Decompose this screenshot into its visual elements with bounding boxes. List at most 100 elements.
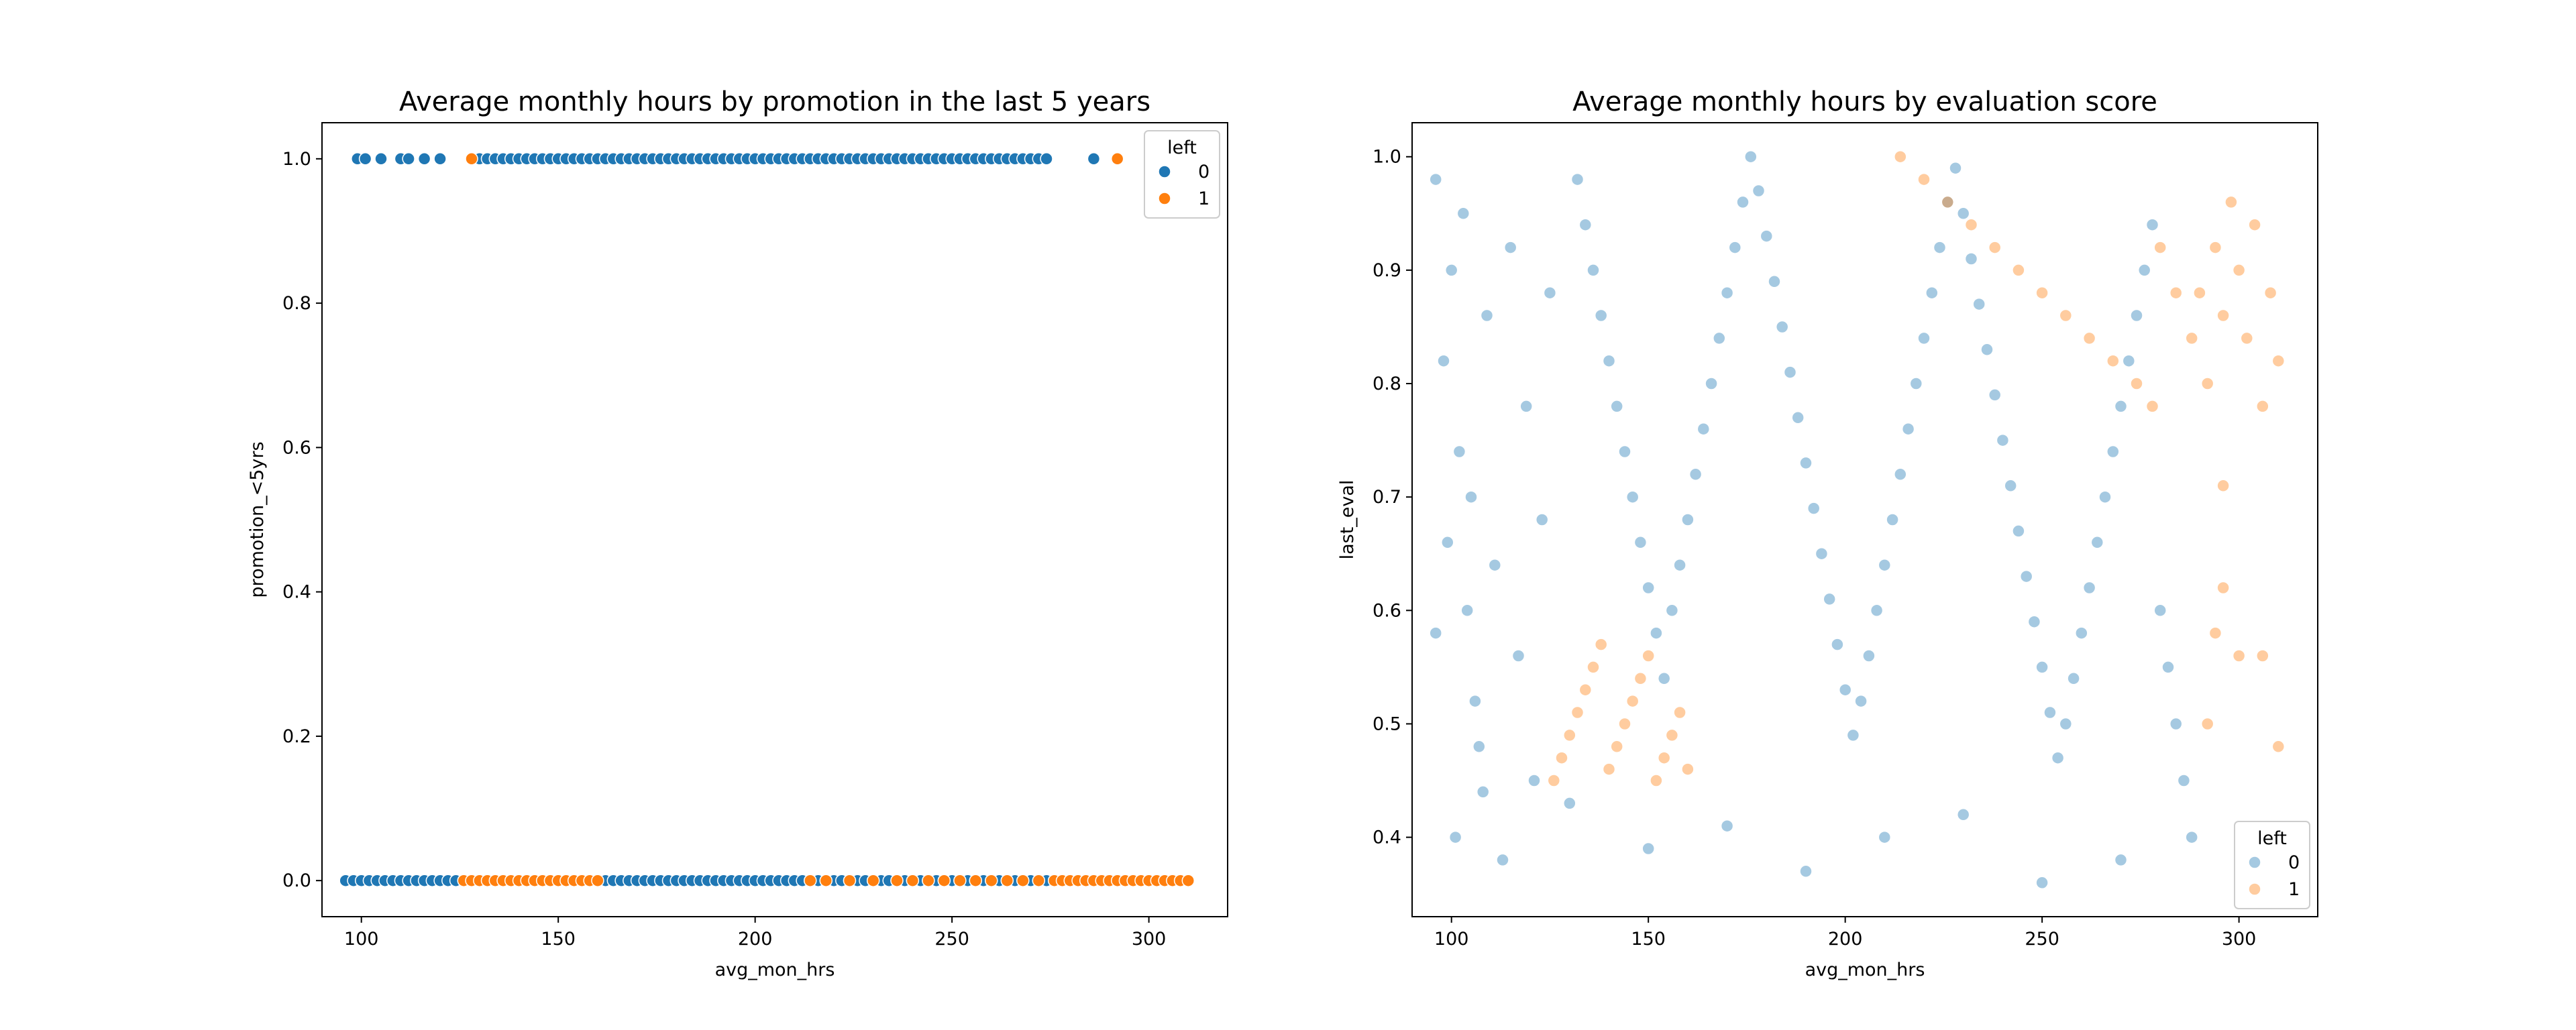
- scatter-point-left-0: [1681, 513, 1695, 526]
- legend-title: left: [2257, 828, 2287, 849]
- scatter-point-left-0: [1578, 218, 1593, 231]
- scatter-point-left-1: [2224, 195, 2238, 209]
- scatter-point-left-1: [969, 874, 983, 887]
- scatter-point-left-0: [1464, 490, 1478, 504]
- scatter-point-left-0: [1996, 433, 2010, 447]
- scatter-point-left-0: [2161, 661, 2175, 674]
- legend-marker-left-1: [2248, 882, 2261, 896]
- scatter-point-left-1: [2216, 308, 2230, 323]
- scatter-point-left-1: [2232, 264, 2246, 277]
- scatter-point-left-0: [358, 152, 372, 166]
- scatter-point-left-0: [2090, 536, 2104, 549]
- legend-marker-left-0: [2248, 856, 2261, 869]
- scatter-point-left-1: [465, 152, 478, 166]
- scatter-point-left-0: [1752, 184, 1766, 198]
- scatter-point-left-0: [1980, 343, 1994, 357]
- scatter-point-left-0: [1496, 853, 1509, 867]
- scatter-point-left-0: [1791, 411, 1805, 424]
- scatter-point-left-0: [1476, 785, 1490, 799]
- scatter-point-left-1: [2012, 264, 2025, 277]
- scatter-point-left-0: [1838, 683, 1852, 697]
- scatter-point-left-1: [2216, 479, 2230, 493]
- scatter-point-left-0: [2169, 717, 2183, 731]
- legend-entry-label: 0: [1198, 162, 1210, 182]
- y-tick-label: 0.6: [282, 437, 311, 458]
- scatter-point-left-0: [2082, 581, 2096, 595]
- scatter-point-left-0: [1988, 388, 2002, 402]
- scatter-point-left-1: [2248, 218, 2261, 231]
- x-tick-label: 200: [1828, 929, 1863, 950]
- scatter-point-left-0: [1441, 536, 1454, 549]
- scatter-point-left-1: [591, 874, 604, 887]
- scatter-point-left-1: [922, 874, 935, 887]
- scatter-point-left-1: [1032, 874, 1046, 887]
- scatter-point-left-0: [1650, 626, 1663, 640]
- legend-marker-left-1: [1158, 192, 1171, 205]
- scatter-point-left-1: [2200, 377, 2214, 390]
- scatter-point-left-1: [2153, 241, 2167, 254]
- scatter-point-left-1: [843, 874, 857, 887]
- scatter-point-left-1: [1642, 649, 1655, 663]
- scatter-point-left-0: [2114, 400, 2128, 413]
- scatter-point-left-1: [1665, 728, 1679, 742]
- scatter-point-left-0: [1468, 694, 1482, 708]
- scatter-point-left-1: [1917, 172, 1931, 186]
- scatter-point-left-1: [2240, 331, 2254, 345]
- scatter-point-left-1: [866, 874, 880, 887]
- scatter-point-left-0: [1878, 558, 1892, 572]
- scatter-point-left-0: [2075, 626, 2088, 640]
- scatter-point-left-1: [1988, 241, 2002, 254]
- scatter-point-left-0: [1909, 377, 1923, 390]
- scatter-point-left-1: [2208, 626, 2222, 640]
- scatter-point-left-0: [1594, 308, 1608, 323]
- legend-box: [2234, 821, 2310, 909]
- y-tick-label: 0.4: [1373, 827, 1401, 848]
- y-tick-label: 0.5: [1373, 713, 1401, 734]
- scatter-point-left-0: [1633, 536, 1648, 549]
- scatter-point-left-0: [2043, 705, 2057, 720]
- y-axis-label: promotion_<5yrs: [247, 441, 268, 597]
- scatter-point-left-0: [1823, 592, 1836, 606]
- scatter-point-left-0: [1543, 286, 1557, 300]
- scatter-point-left-1: [890, 874, 904, 887]
- scatter-point-left-1: [1563, 728, 1576, 742]
- x-tick-label: 300: [1132, 929, 1167, 950]
- scatter-point-left-1: [1570, 705, 1585, 720]
- legend-entry-label: 1: [2288, 879, 2300, 900]
- scatter-point-left-1: [1618, 717, 1631, 731]
- x-tick-label: 250: [2025, 929, 2059, 950]
- scatter-point-left-0: [1503, 241, 1517, 254]
- legend-title: left: [1167, 137, 1197, 158]
- scatter-point-left-0: [1642, 842, 1655, 856]
- scatter-point-left-0: [1452, 445, 1466, 459]
- scatter-point-left-1: [985, 874, 998, 887]
- scatter-point-left-0: [2185, 830, 2198, 844]
- scatter-point-left-0: [1783, 365, 1797, 379]
- scatter-point-left-0: [2137, 264, 2151, 277]
- scatter-point-left-0: [2098, 490, 2112, 504]
- chart-title: Average monthly hours by evaluation scor…: [1572, 87, 2157, 117]
- scatter-point-left-0: [1894, 467, 1907, 481]
- scatter-point-left-0: [1460, 604, 1474, 618]
- x-tick-label: 250: [934, 929, 969, 950]
- chart-title: Average monthly hours by promotion in th…: [399, 87, 1150, 117]
- scatter-point-left-0: [1527, 774, 1541, 787]
- scatter-point-left-0: [2059, 717, 2073, 731]
- scatter-point-left-1: [2232, 649, 2246, 663]
- scatter-point-left-0: [417, 152, 431, 166]
- scatter-point-left-0: [1760, 229, 1774, 243]
- scatter-point-left-1: [1610, 740, 1623, 754]
- y-tick-label: 1.0: [282, 149, 311, 170]
- scatter-point-left-1: [2185, 331, 2198, 345]
- scatter-point-left-0: [1815, 547, 1829, 561]
- scatter-point-left-0: [1519, 400, 1533, 413]
- scatter-point-left-0: [1768, 275, 1781, 288]
- scatter-point-left-0: [2067, 672, 2080, 685]
- scatter-point-left-0: [1587, 264, 1600, 277]
- scatter-point-left-0: [1618, 445, 1631, 459]
- scatter-point-left-0: [1657, 672, 1671, 685]
- x-tick-label: 150: [541, 929, 576, 950]
- plot-frame: [1411, 122, 2318, 917]
- scatter-point-left-0: [1956, 808, 1970, 821]
- chart-promotion: 100 150 200 250 300 0.0 0.2 0.4 0.6 0.8 1.0 Average…: [247, 87, 1228, 980]
